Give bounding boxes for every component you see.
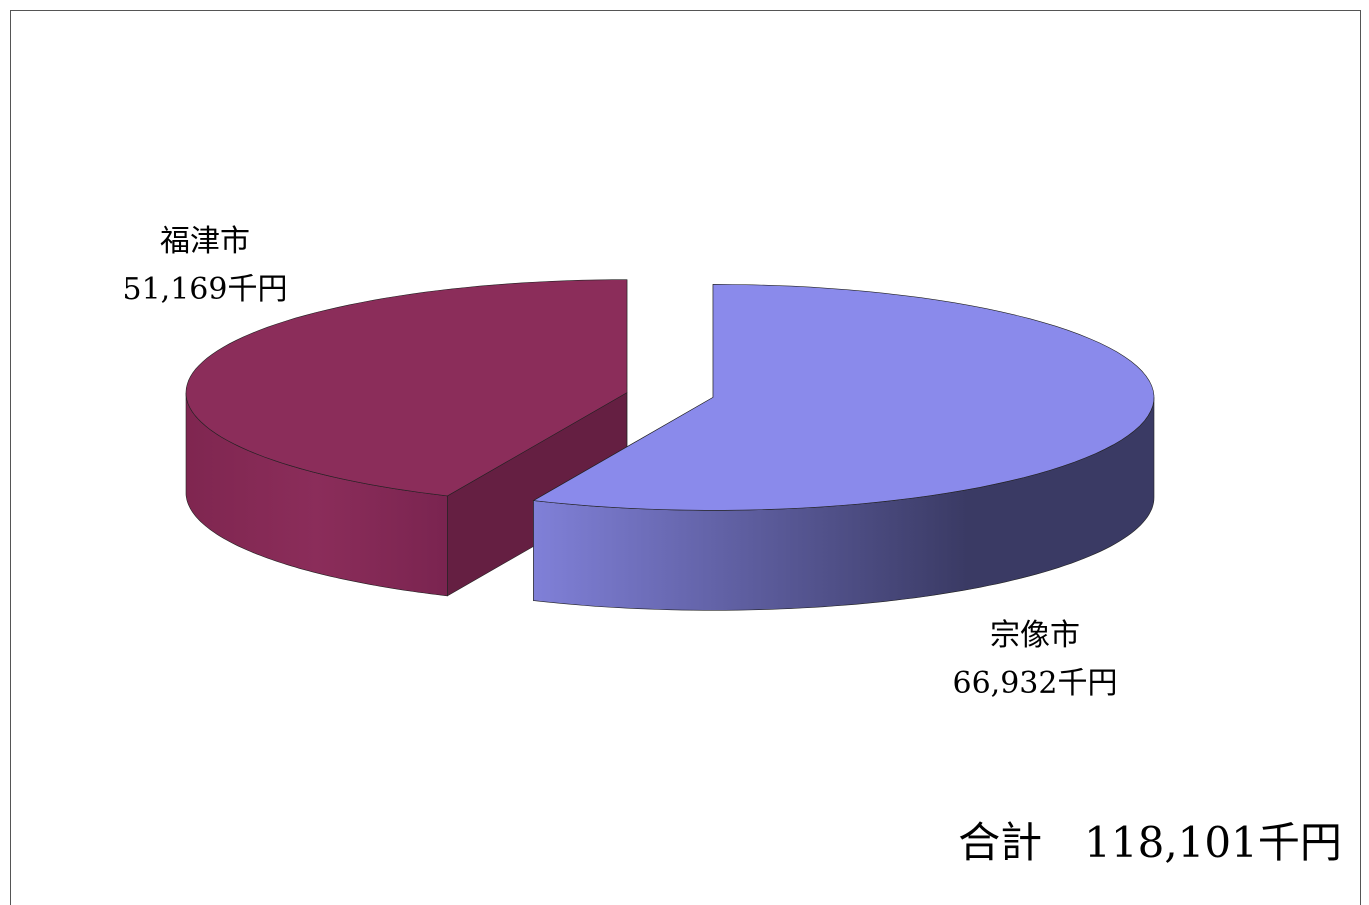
slice-top	[532, 283, 1155, 511]
frame	[10, 10, 1361, 905]
slice-label: 宗像市	[990, 618, 1080, 653]
slice-top	[185, 279, 628, 497]
slice-value-label: 51,169千円	[123, 272, 288, 307]
slice-value-label: 66,932千円	[953, 666, 1118, 701]
total-annotation: 合計 118,101千円	[958, 818, 1342, 867]
slice-label: 福津市	[160, 224, 250, 259]
